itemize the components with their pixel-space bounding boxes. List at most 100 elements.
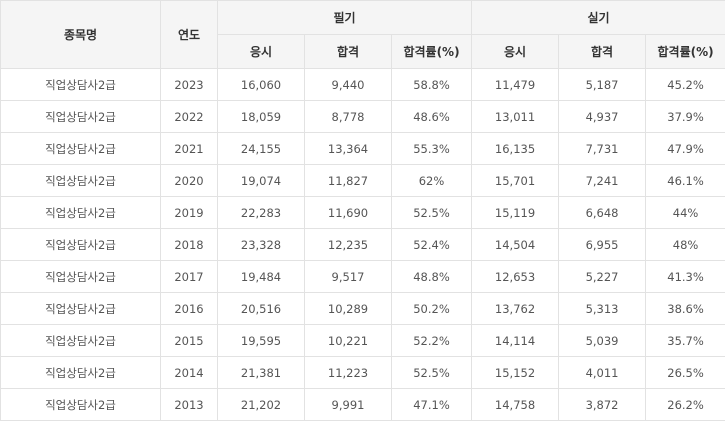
cell-practical-applicants: 14,504 (472, 229, 559, 261)
cell-practical-applicants: 13,762 (472, 293, 559, 325)
header-written-applicants: 응시 (218, 35, 305, 69)
cell-written-pass-rate: 48.6% (392, 101, 472, 133)
cell-item: 직업상담사2급 (1, 69, 161, 101)
cell-written-applicants: 16,060 (218, 69, 305, 101)
cell-practical-passed: 5,187 (559, 69, 646, 101)
cell-item: 직업상담사2급 (1, 325, 161, 357)
cell-written-pass-rate: 47.1% (392, 389, 472, 421)
cell-practical-pass-rate: 48% (646, 229, 725, 261)
header-written: 필기 (218, 1, 472, 35)
cell-practical-applicants: 14,758 (472, 389, 559, 421)
cell-practical-pass-rate: 26.2% (646, 389, 725, 421)
cell-item: 직업상담사2급 (1, 197, 161, 229)
cell-item: 직업상담사2급 (1, 165, 161, 197)
cell-practical-applicants: 12,653 (472, 261, 559, 293)
cell-written-pass-rate: 52.2% (392, 325, 472, 357)
cell-practical-applicants: 13,011 (472, 101, 559, 133)
table-header: 종목명 연도 필기 실기 응시 합격 합격률(%) 응시 합격 합격률(%) (1, 1, 725, 69)
cell-written-passed: 8,778 (305, 101, 392, 133)
cell-written-pass-rate: 48.8% (392, 261, 472, 293)
cell-written-passed: 10,221 (305, 325, 392, 357)
cell-year: 2022 (161, 101, 218, 133)
header-year: 연도 (161, 1, 218, 69)
cell-written-passed: 11,690 (305, 197, 392, 229)
cell-written-applicants: 21,202 (218, 389, 305, 421)
cell-practical-applicants: 14,114 (472, 325, 559, 357)
cell-year: 2014 (161, 357, 218, 389)
cell-item: 직업상담사2급 (1, 261, 161, 293)
cell-practical-pass-rate: 45.2% (646, 69, 725, 101)
cell-written-pass-rate: 52.5% (392, 357, 472, 389)
cell-item: 직업상담사2급 (1, 293, 161, 325)
cell-practical-passed: 5,227 (559, 261, 646, 293)
cell-written-pass-rate: 58.8% (392, 69, 472, 101)
cell-practical-pass-rate: 26.5% (646, 357, 725, 389)
cell-practical-applicants: 11,479 (472, 69, 559, 101)
cell-item: 직업상담사2급 (1, 229, 161, 261)
cell-practical-passed: 6,955 (559, 229, 646, 261)
cell-written-pass-rate: 52.4% (392, 229, 472, 261)
cell-practical-passed: 5,313 (559, 293, 646, 325)
cell-written-pass-rate: 62% (392, 165, 472, 197)
cell-written-applicants: 20,516 (218, 293, 305, 325)
cell-written-applicants: 19,074 (218, 165, 305, 197)
cell-written-applicants: 22,283 (218, 197, 305, 229)
cell-written-passed: 11,223 (305, 357, 392, 389)
cell-written-passed: 9,517 (305, 261, 392, 293)
header-practical-applicants: 응시 (472, 35, 559, 69)
cell-written-pass-rate: 52.5% (392, 197, 472, 229)
cell-practical-pass-rate: 47.9% (646, 133, 725, 165)
cell-item: 직업상담사2급 (1, 357, 161, 389)
cell-practical-pass-rate: 46.1% (646, 165, 725, 197)
cell-practical-pass-rate: 41.3% (646, 261, 725, 293)
cell-practical-applicants: 16,135 (472, 133, 559, 165)
cell-practical-pass-rate: 44% (646, 197, 725, 229)
cell-practical-passed: 7,241 (559, 165, 646, 197)
header-written-pass-rate: 합격률(%) (392, 35, 472, 69)
cell-practical-applicants: 15,152 (472, 357, 559, 389)
cell-written-pass-rate: 50.2% (392, 293, 472, 325)
cell-year: 2023 (161, 69, 218, 101)
cell-written-passed: 13,364 (305, 133, 392, 165)
header-practical-pass-rate: 합격률(%) (646, 35, 725, 69)
cell-item: 직업상담사2급 (1, 389, 161, 421)
cell-practical-pass-rate: 35.7% (646, 325, 725, 357)
cell-practical-passed: 4,011 (559, 357, 646, 389)
cell-practical-applicants: 15,701 (472, 165, 559, 197)
header-item: 종목명 (1, 1, 161, 69)
cell-item: 직업상담사2급 (1, 133, 161, 165)
cell-practical-passed: 7,731 (559, 133, 646, 165)
cell-written-applicants: 19,595 (218, 325, 305, 357)
cell-practical-passed: 4,937 (559, 101, 646, 133)
cell-written-passed: 12,235 (305, 229, 392, 261)
cell-practical-passed: 6,648 (559, 197, 646, 229)
cell-written-passed: 11,827 (305, 165, 392, 197)
cell-year: 2013 (161, 389, 218, 421)
cell-written-passed: 9,991 (305, 389, 392, 421)
header-written-passed: 합격 (305, 35, 392, 69)
cell-year: 2018 (161, 229, 218, 261)
cell-written-applicants: 21,381 (218, 357, 305, 389)
cell-year: 2019 (161, 197, 218, 229)
cell-practical-pass-rate: 38.6% (646, 293, 725, 325)
cell-year: 2020 (161, 165, 218, 197)
cell-written-applicants: 19,484 (218, 261, 305, 293)
cell-written-applicants: 24,155 (218, 133, 305, 165)
header-practical-passed: 합격 (559, 35, 646, 69)
cell-year: 2017 (161, 261, 218, 293)
cell-item: 직업상담사2급 (1, 101, 161, 133)
cell-practical-applicants: 15,119 (472, 197, 559, 229)
